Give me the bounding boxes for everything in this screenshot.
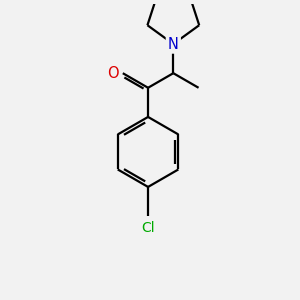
Text: N: N: [168, 37, 179, 52]
Text: Cl: Cl: [141, 221, 155, 235]
Text: O: O: [107, 66, 119, 81]
